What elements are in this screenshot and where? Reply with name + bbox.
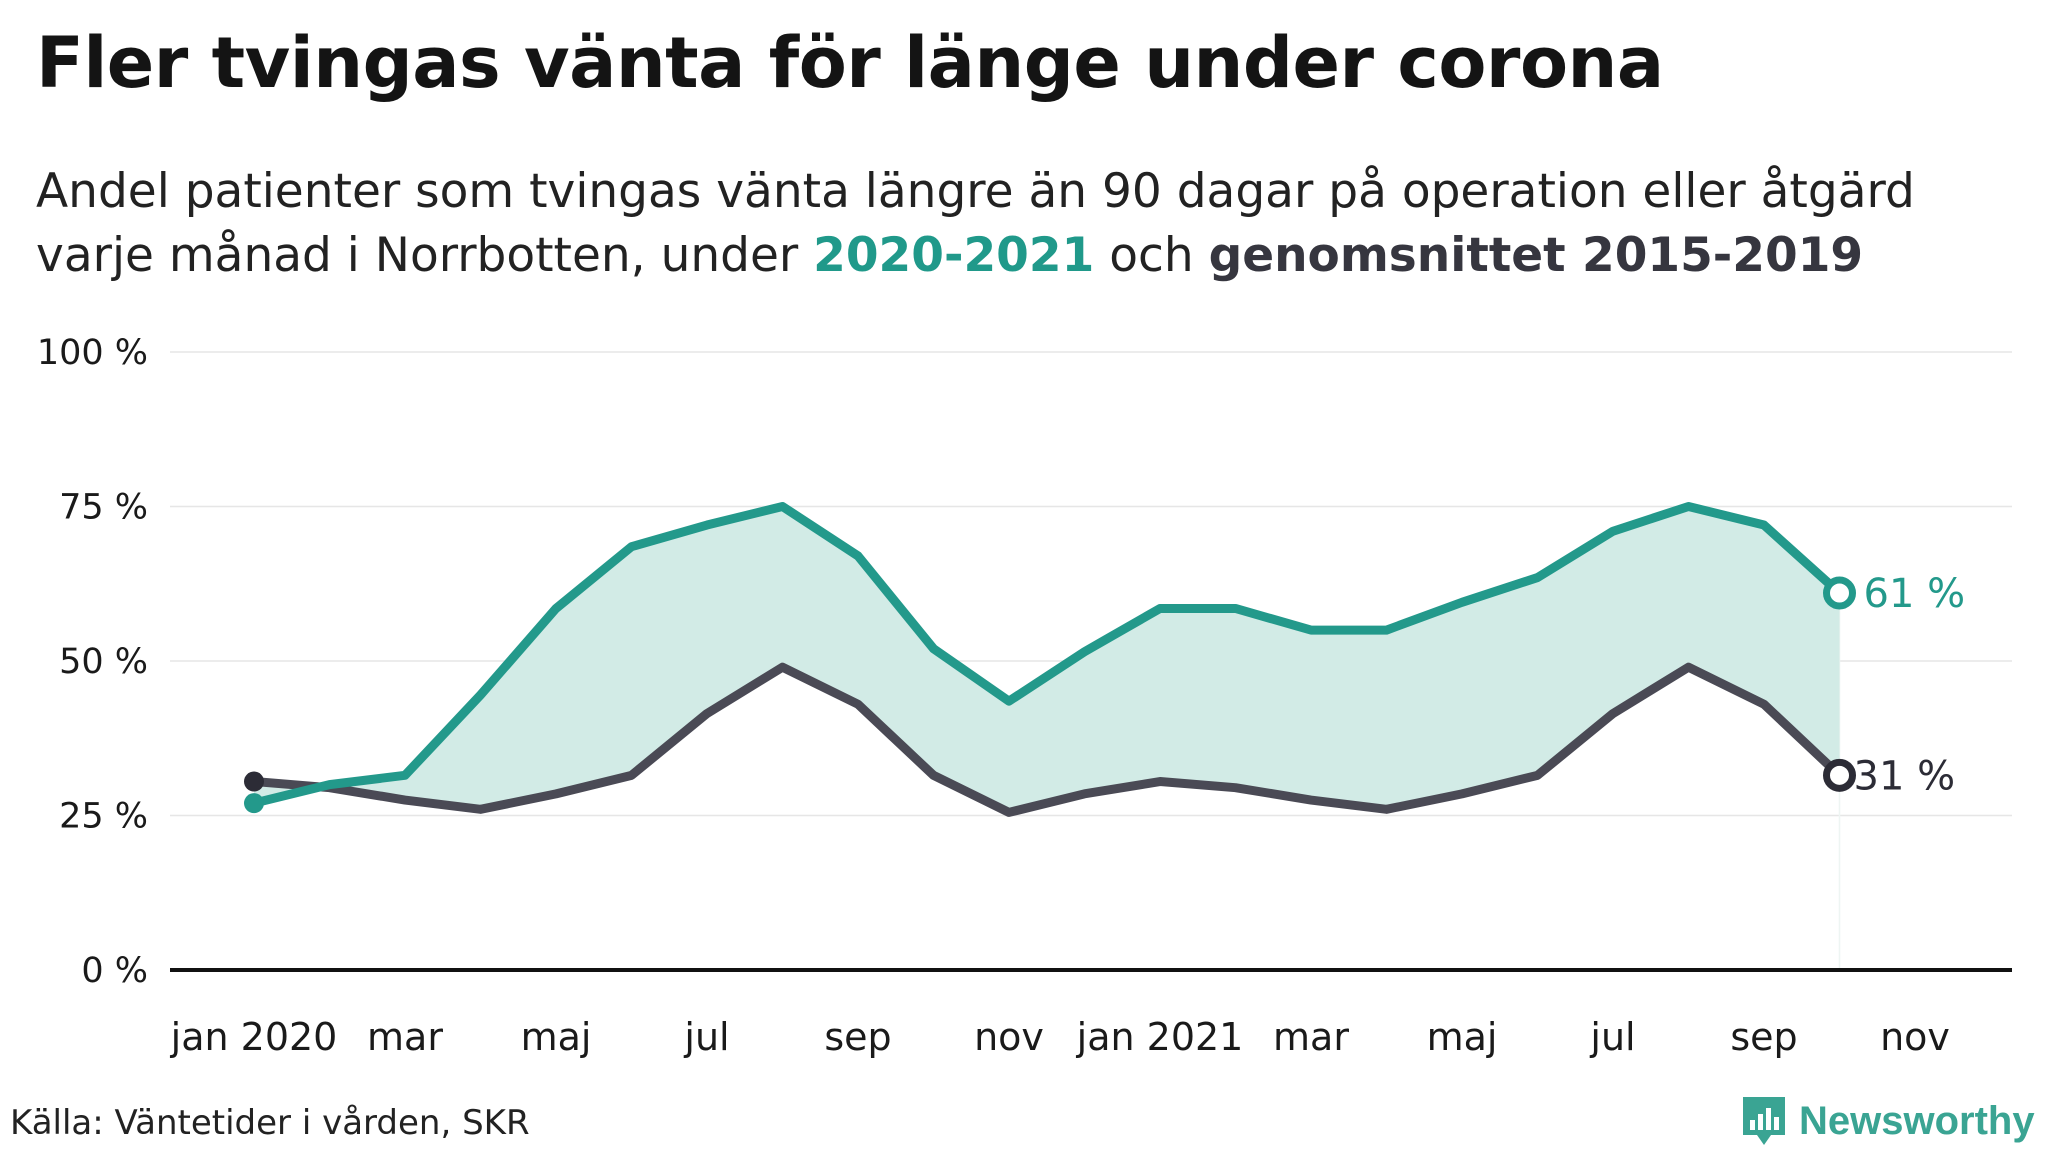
source-note: Källa: Väntetider i vården, SKR: [10, 1103, 530, 1143]
end-point-average: [1823, 758, 1856, 792]
subtitle-line-2-pre: varje månad i Norrbotten, under: [36, 228, 814, 283]
x-tick-label: nov: [1880, 1015, 1950, 1059]
series-lines: [244, 502, 1856, 817]
subtitle-line-2: varje månad i Norrbotten, under 2020-202…: [36, 224, 1915, 288]
subtitle-series-2020-2021: 2020-2021: [813, 228, 1095, 283]
start-point-2020-2021: [244, 793, 264, 814]
y-tick-label: 50 %: [59, 642, 148, 682]
area-between-series: [254, 506, 1840, 813]
series-line-average: [249, 662, 1844, 817]
end-label-average: 31 %: [1854, 753, 1956, 799]
end-label-2020-2021: 61 %: [1864, 571, 1966, 617]
subtitle-series-average: genomsnittet 2015-2019: [1208, 228, 1864, 283]
area-fill-between-series: [254, 506, 1840, 813]
x-tick-label: maj: [1427, 1015, 1498, 1059]
x-tick-label: maj: [521, 1015, 592, 1059]
y-tick-label: 100 %: [37, 333, 148, 373]
newsworthy-logo-text: Newsworthy: [1799, 1098, 2035, 1143]
y-tick-label: 75 %: [59, 488, 148, 528]
y-tick-label: 0 %: [81, 951, 148, 991]
chart-subtitle: Andel patienter som tvingas vänta längre…: [36, 160, 1915, 288]
newsworthy-logo: Newsworthy: [1741, 1095, 2035, 1147]
x-tick-label: jan 2020: [170, 1015, 338, 1059]
newsworthy-chart-icon: [1743, 1097, 1785, 1145]
y-tick-label: 25 %: [59, 797, 148, 837]
chart-title: Fler tvingas vänta för länge under coron…: [36, 22, 1664, 104]
x-tick-label: jan 2021: [1076, 1015, 1244, 1059]
start-point-average: [244, 771, 264, 792]
x-tick-label: sep: [1730, 1015, 1797, 1059]
x-tick-label: nov: [974, 1015, 1044, 1059]
x-tick-label: mar: [1273, 1015, 1349, 1059]
series-line-2020-2021: [249, 502, 1844, 808]
x-tick-label: sep: [824, 1015, 891, 1059]
x-tick-label: jul: [1589, 1015, 1635, 1059]
labels: 0 % 25 % 50 % 75 % 100 % jan 2020 mar maj jul sep…: [37, 333, 1965, 1059]
subtitle-line-1: Andel patienter som tvingas vänta längre…: [36, 164, 1915, 219]
x-tick-label: jul: [683, 1015, 729, 1059]
subtitle-line-2-mid: och: [1094, 228, 1209, 283]
x-tick-label: mar: [367, 1015, 443, 1059]
end-point-2020-2021: [1823, 576, 1856, 610]
